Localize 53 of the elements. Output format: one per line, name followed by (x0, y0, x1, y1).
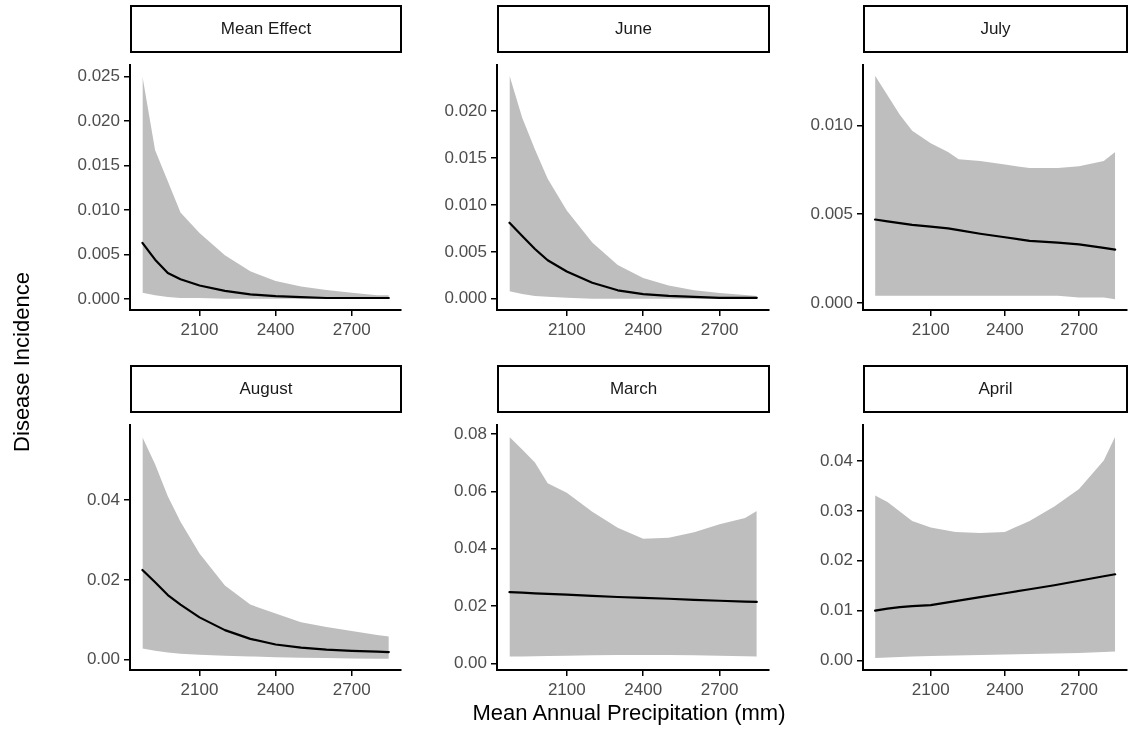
y-tick-label: 0.005 (77, 244, 120, 264)
y-tick-label: 0.010 (810, 115, 853, 135)
y-tick-label: 0.00 (453, 653, 487, 673)
y-tick-label: 0.02 (453, 595, 487, 615)
x-tick-label: 2400 (985, 319, 1024, 339)
x-tick-label: 2100 (911, 679, 950, 699)
x-tick-label: 2100 (547, 679, 586, 699)
x-tick-label: 2700 (332, 679, 371, 699)
x-tick-label: 2700 (1060, 679, 1098, 699)
x-tick-label: 2700 (332, 319, 371, 339)
x-tick-label: 2100 (547, 319, 586, 339)
x-tick-label: 2400 (256, 319, 295, 339)
y-tick-label: 0.06 (453, 480, 487, 500)
chart-title: April (863, 365, 1128, 413)
x-axis-title: Mean Annual Precipitation (mm) (471, 700, 787, 726)
y-tick-label: 0.025 (77, 66, 120, 86)
y-tick-label: 0.02 (86, 569, 120, 589)
y-tick-label: 0.04 (453, 538, 487, 558)
chart-title: March (497, 365, 770, 413)
y-tick-label: 0.015 (77, 155, 120, 175)
y-tick-label: 0.000 (810, 292, 853, 312)
y-tick-label: 0.000 (77, 288, 120, 308)
chart-title: Mean Effect (130, 5, 402, 53)
x-tick-label: 2100 (180, 679, 219, 699)
x-tick-label: 2700 (700, 679, 739, 699)
y-tick-label: 0.02 (819, 550, 853, 570)
x-tick-label: 2700 (1060, 319, 1098, 339)
x-tick-label: 2400 (256, 679, 295, 699)
y-tick-label: 0.08 (453, 423, 487, 443)
y-tick-label: 0.00 (819, 650, 853, 670)
y-tick-label: 0.000 (444, 288, 487, 308)
x-tick-label: 2400 (624, 679, 663, 699)
y-tick-label: 0.03 (819, 500, 853, 520)
y-tick-label: 0.010 (444, 194, 487, 214)
chart-title: July (863, 5, 1128, 53)
y-tick-label: 0.015 (444, 147, 487, 167)
y-tick-label: 0.020 (444, 100, 487, 120)
y-axis-title: Disease Incidence (9, 272, 35, 452)
y-tick-label: 0.005 (444, 241, 487, 261)
chart-title: August (130, 365, 402, 413)
x-tick-label: 2100 (911, 319, 950, 339)
y-tick-label: 0.01 (819, 600, 853, 620)
y-tick-label: 0.010 (77, 199, 120, 219)
y-tick-label: 0.00 (86, 649, 120, 669)
y-tick-label: 0.020 (77, 110, 120, 130)
x-tick-label: 2700 (700, 319, 739, 339)
x-tick-label: 2400 (624, 319, 663, 339)
y-tick-label: 0.04 (86, 489, 120, 509)
chart-title: June (497, 5, 770, 53)
x-tick-label: 2400 (985, 679, 1024, 699)
x-tick-label: 2100 (180, 319, 219, 339)
y-tick-label: 0.04 (819, 450, 853, 470)
y-tick-label: 0.005 (810, 203, 853, 223)
